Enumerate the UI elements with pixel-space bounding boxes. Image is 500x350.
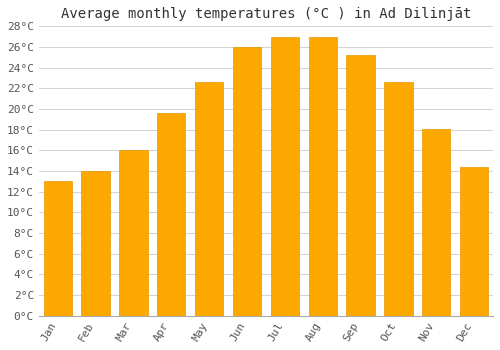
Bar xyxy=(119,150,148,316)
Bar xyxy=(82,171,110,316)
Bar xyxy=(195,82,224,316)
Bar xyxy=(44,181,72,316)
Bar xyxy=(346,55,375,316)
Title: Average monthly temperatures (°C ) in Ad Dilinjāt: Average monthly temperatures (°C ) in Ad… xyxy=(60,7,471,21)
Bar xyxy=(157,113,186,316)
Bar xyxy=(308,37,337,316)
Bar xyxy=(233,47,261,316)
Bar xyxy=(384,82,412,316)
Bar xyxy=(270,37,299,316)
Bar xyxy=(422,128,450,316)
Bar xyxy=(460,167,488,316)
